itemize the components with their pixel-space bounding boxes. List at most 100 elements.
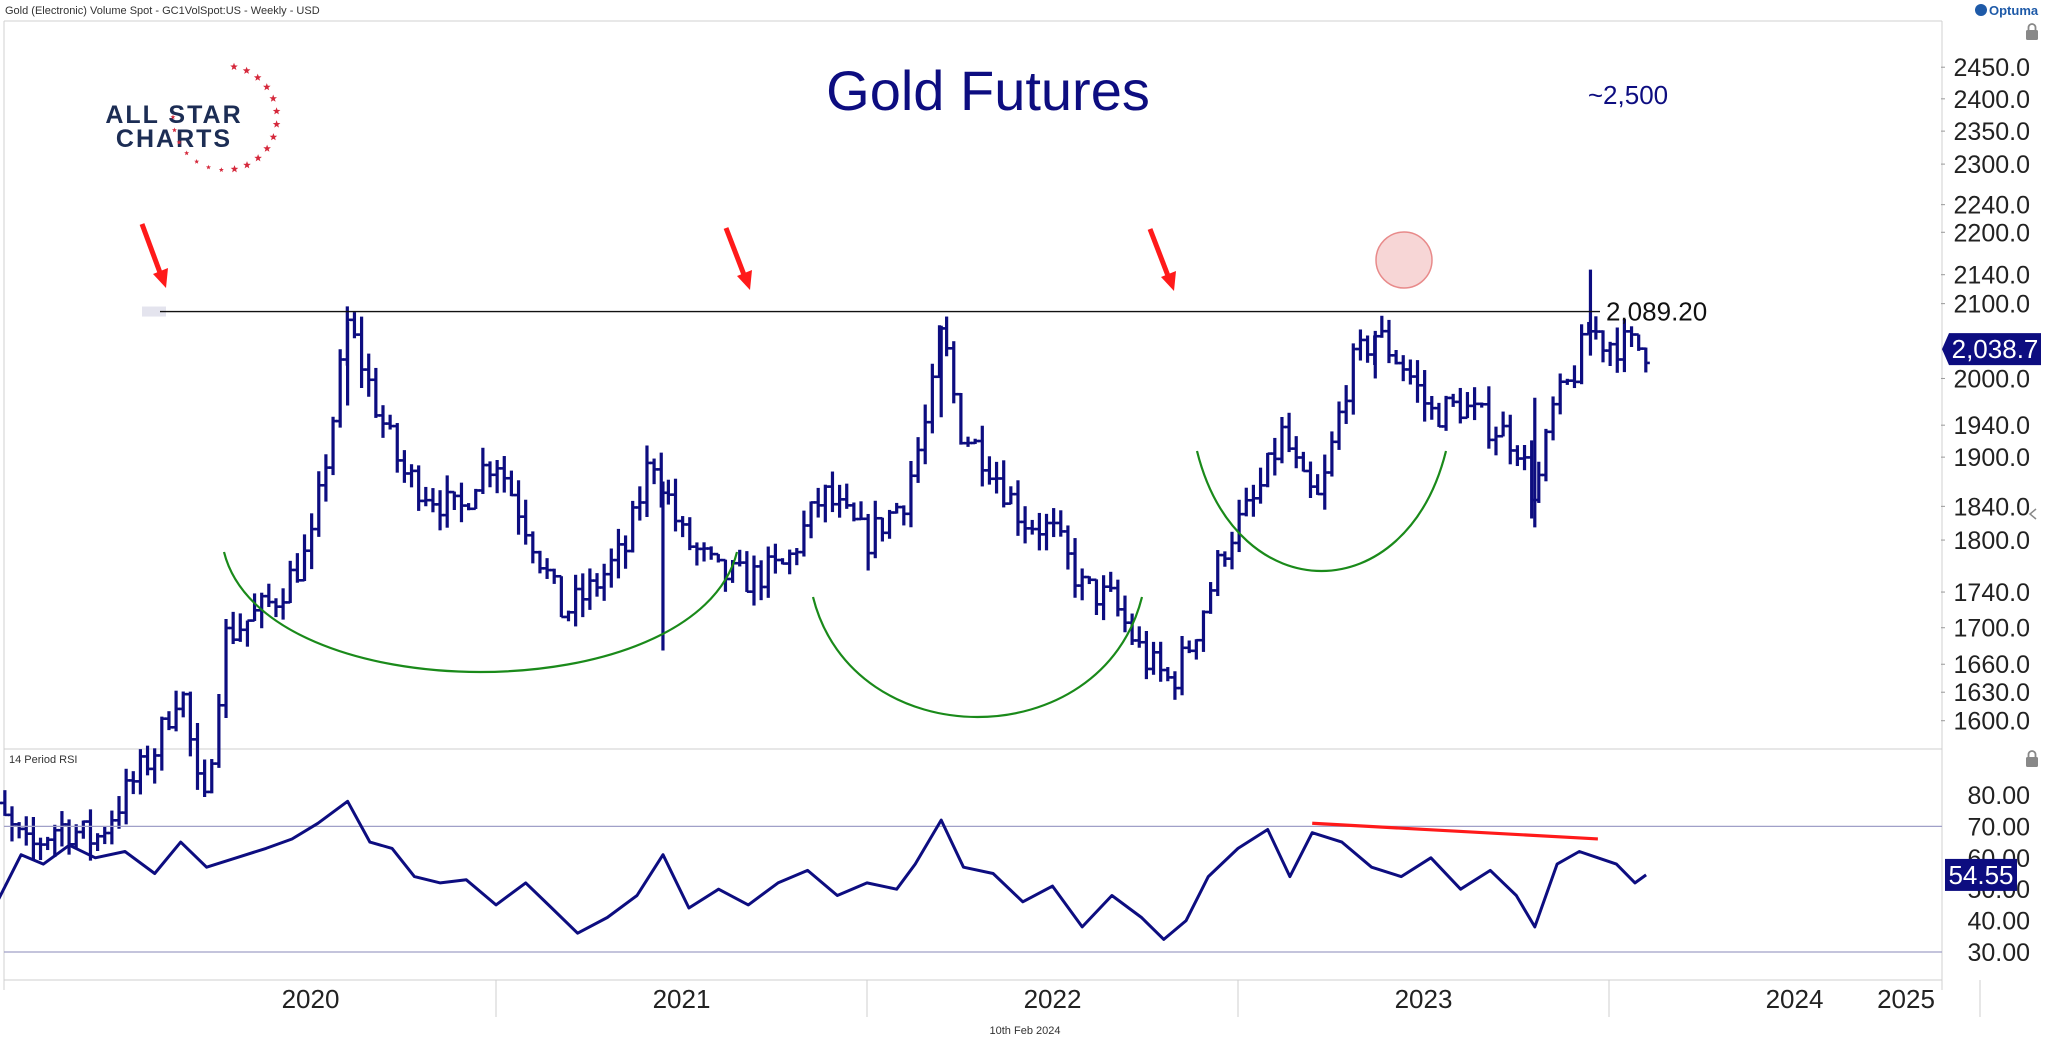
price-bar bbox=[1013, 480, 1022, 536]
price-bar bbox=[79, 820, 88, 839]
peak-arrow-shaft bbox=[723, 227, 749, 281]
price-bar bbox=[393, 423, 402, 473]
price-bar bbox=[564, 610, 573, 622]
price-bar bbox=[457, 482, 466, 523]
price-bar bbox=[1363, 335, 1372, 363]
price-bar bbox=[65, 819, 74, 855]
time-axis-label: 2022 bbox=[1024, 984, 1082, 1014]
price-bar bbox=[1520, 445, 1529, 471]
time-axis-label: 2023 bbox=[1395, 984, 1453, 1014]
price-bar bbox=[1591, 316, 1600, 340]
price-bar bbox=[857, 501, 866, 521]
price-bar bbox=[607, 548, 616, 588]
rsi-last-value-tag-bg bbox=[1945, 858, 2017, 891]
price-bar bbox=[1613, 327, 1622, 373]
logo-star bbox=[218, 167, 224, 172]
price-bar bbox=[1313, 474, 1322, 496]
price-bar bbox=[378, 405, 387, 438]
price-bar bbox=[771, 543, 780, 574]
rsi-lock-icon[interactable] bbox=[2026, 750, 2038, 767]
price-bar bbox=[550, 568, 559, 584]
price-bar bbox=[593, 573, 602, 597]
price-bar bbox=[543, 558, 552, 579]
price-bar bbox=[436, 490, 445, 531]
price-bar bbox=[1427, 396, 1436, 420]
price-bar bbox=[914, 437, 923, 483]
last-price-tag-label: 2,038.7 bbox=[1952, 334, 2039, 364]
price-bar bbox=[450, 490, 459, 510]
price-bar bbox=[1442, 395, 1451, 431]
price-bar bbox=[1549, 396, 1558, 441]
price-bar bbox=[1149, 641, 1158, 675]
price-bar bbox=[1563, 378, 1572, 385]
price-bar bbox=[1192, 638, 1201, 660]
price-bar bbox=[949, 341, 958, 404]
rsi-divergence-line bbox=[1312, 821, 1598, 841]
price-axis-tick-label: 1630.0 bbox=[1954, 679, 2030, 707]
price-bars bbox=[0, 269, 1650, 861]
price-bar bbox=[999, 460, 1008, 508]
price-axis-tick-label: 2240.0 bbox=[1954, 192, 2030, 220]
price-bar bbox=[514, 480, 523, 535]
price-bar bbox=[471, 488, 480, 511]
price-bar bbox=[892, 502, 901, 514]
price-bar bbox=[129, 771, 138, 795]
price-bar bbox=[179, 691, 188, 718]
last-price-tag: 2,038.7 bbox=[1942, 333, 2041, 366]
price-bar bbox=[842, 483, 851, 509]
time-axis-label: 2021 bbox=[653, 984, 711, 1014]
price-bar bbox=[664, 479, 673, 505]
price-bar bbox=[899, 505, 908, 526]
price-bar bbox=[300, 534, 309, 582]
price-bar bbox=[778, 558, 787, 565]
rsi-axis-tick-label: 70.00 bbox=[1967, 813, 2030, 841]
price-bar bbox=[507, 470, 516, 497]
vendor-logo-text: Optuma bbox=[1989, 3, 2039, 18]
price-bar bbox=[1413, 360, 1422, 403]
price-bar bbox=[1135, 626, 1144, 648]
price-bar bbox=[807, 501, 816, 539]
price-bar bbox=[72, 824, 81, 848]
peak-arrow bbox=[139, 223, 168, 288]
price-bar bbox=[15, 822, 24, 839]
price-bar bbox=[621, 535, 630, 569]
price-bar bbox=[1092, 578, 1101, 615]
price-bar bbox=[1078, 568, 1087, 601]
price-bar bbox=[1056, 510, 1065, 537]
price-bar bbox=[1006, 486, 1015, 505]
price-bar bbox=[906, 460, 915, 528]
price-lock-icon[interactable] bbox=[2026, 23, 2038, 40]
price-bar bbox=[1335, 401, 1344, 450]
price-bar bbox=[164, 711, 173, 731]
price-bar bbox=[557, 574, 566, 619]
price-bar bbox=[136, 749, 145, 795]
price-bar bbox=[1292, 436, 1301, 469]
collapse-panel-icon[interactable] bbox=[2028, 508, 2037, 520]
time-axis-label: 2024 bbox=[1766, 984, 1824, 1014]
time-axis-label: 2020 bbox=[282, 984, 340, 1014]
price-bar bbox=[521, 499, 530, 545]
price-bar bbox=[314, 471, 323, 537]
price-bar bbox=[400, 450, 409, 483]
price-bar bbox=[1342, 385, 1351, 424]
price-bar bbox=[229, 611, 238, 645]
price-bar bbox=[36, 837, 45, 861]
price-bar bbox=[1120, 595, 1129, 633]
price-bar bbox=[1021, 506, 1030, 544]
resistance-label: 2,089.20 bbox=[1606, 297, 1707, 327]
logo-star bbox=[263, 144, 271, 152]
price-bar bbox=[828, 471, 837, 513]
price-bar bbox=[764, 546, 773, 598]
price-bar bbox=[1449, 393, 1458, 407]
price-bar bbox=[707, 546, 716, 560]
price-bar bbox=[671, 478, 680, 532]
base-arc bbox=[811, 596, 1144, 718]
price-bar bbox=[1028, 519, 1037, 535]
price-bar bbox=[1049, 508, 1058, 538]
price-bar bbox=[500, 456, 509, 493]
time-axis-label: 2025 bbox=[1877, 984, 1935, 1014]
price-bar bbox=[792, 548, 801, 566]
price-bar bbox=[814, 487, 823, 518]
price-bar bbox=[650, 458, 659, 485]
